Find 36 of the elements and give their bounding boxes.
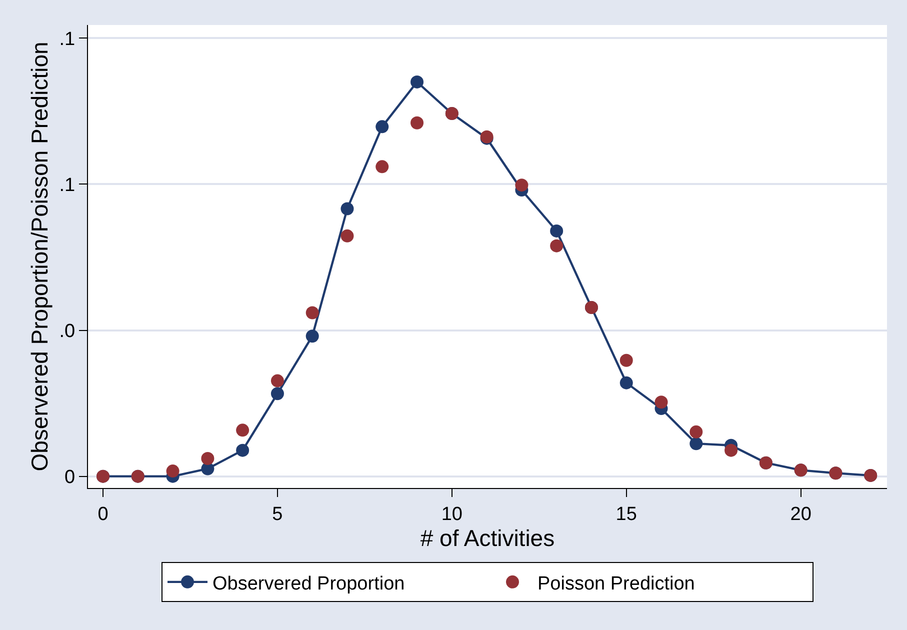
point (410, 75, 424, 88)
x-axis-title: # of Activities (420, 524, 555, 551)
point (376, 120, 389, 134)
point (690, 425, 703, 438)
point (201, 452, 214, 465)
point (270, 387, 284, 400)
point (690, 437, 703, 450)
y-tick-label: .0 (59, 320, 76, 342)
point (620, 376, 633, 390)
y-tick-label: .1 (59, 174, 76, 196)
point (410, 116, 424, 130)
point (306, 306, 319, 320)
x-tick-label: 10 (441, 504, 462, 525)
point (270, 374, 284, 388)
point (550, 239, 564, 252)
point (724, 444, 738, 457)
point (306, 330, 319, 343)
y-tick-label: .1 (59, 28, 76, 50)
y-tick-label: 0 (64, 466, 76, 488)
point (515, 178, 528, 192)
point (236, 424, 250, 437)
point (340, 202, 354, 216)
point (620, 354, 633, 367)
point (166, 464, 180, 478)
point (340, 229, 354, 242)
legend-label: Poisson Prediction (538, 573, 695, 594)
x-tick-label: 15 (616, 504, 637, 525)
point (654, 396, 668, 409)
x-tick-label: 5 (272, 504, 283, 525)
x-tick-label: 20 (790, 504, 812, 525)
point (550, 224, 564, 238)
legend-label: Observered Proportion (212, 573, 405, 594)
y-axis-title: Observered Proportion/Poisson Prediction (26, 42, 53, 472)
x-tick-label: 0 (98, 504, 108, 525)
point (376, 160, 389, 174)
point (236, 444, 250, 457)
